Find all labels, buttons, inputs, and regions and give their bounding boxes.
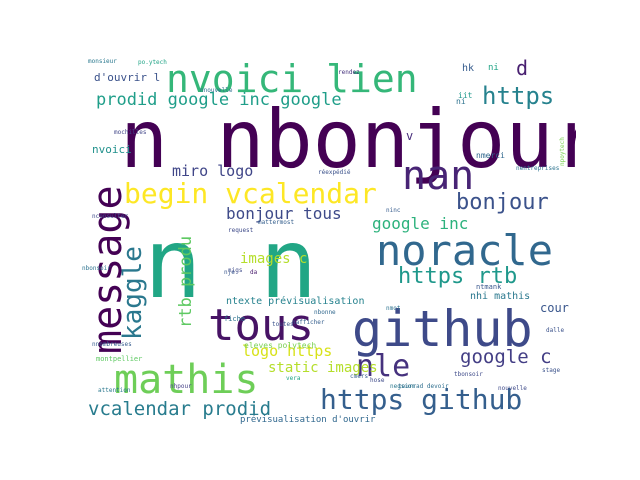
word: bonjour	[456, 190, 549, 215]
word: montpellier	[96, 355, 143, 363]
word: fiche	[224, 315, 246, 323]
word: ntmank	[476, 283, 502, 291]
word: nafficher	[292, 319, 325, 326]
word: cour	[540, 301, 569, 315]
word: https	[482, 82, 555, 110]
word: n n	[144, 208, 318, 320]
word: mathis	[114, 357, 259, 403]
word: tous	[208, 300, 314, 351]
word: ni	[488, 63, 499, 73]
word: n nbonjour	[120, 93, 576, 186]
word: mattermost	[258, 219, 295, 226]
word: ni	[456, 97, 466, 106]
word: nmerci	[476, 151, 505, 160]
word: static images	[268, 360, 378, 376]
word: toutes	[272, 321, 294, 328]
word: mochilles	[114, 129, 147, 136]
word: nouvelle	[498, 385, 527, 392]
word: hose	[370, 377, 385, 384]
word: kaggle	[118, 246, 148, 340]
word: nentreprises	[516, 165, 560, 172]
word: https github	[320, 383, 523, 416]
word: da	[250, 269, 258, 276]
word: nigs	[228, 267, 243, 274]
word-cloud: n nbonjour n n nvoici lien nan noracle g…	[80, 58, 576, 427]
word: stage	[542, 367, 561, 374]
word: bonjour tous	[226, 204, 342, 223]
word: dalle	[546, 327, 565, 334]
word: eleves polytech	[244, 341, 317, 350]
word: tourrad devoir	[398, 383, 449, 390]
word: request	[228, 227, 254, 234]
word: google c	[460, 346, 552, 368]
word: d'ouvrir l	[94, 71, 161, 84]
word: nbonne	[314, 309, 336, 316]
word: nhi mathis	[470, 291, 531, 302]
word: v	[406, 129, 414, 143]
word: nvoici lien	[166, 58, 418, 101]
word: miro logo	[172, 162, 254, 180]
word: nan	[402, 153, 475, 199]
word: vcalendar prodid	[88, 398, 272, 420]
word: begin vcalendar	[124, 177, 377, 210]
word: attention	[98, 387, 131, 394]
word: d	[516, 58, 529, 80]
word: nconsulter	[92, 213, 129, 220]
word: ntexte prévisualisation	[226, 296, 365, 307]
word: https rtb	[398, 264, 518, 289]
word: rtb produ	[176, 235, 196, 328]
word: google inc	[372, 214, 469, 233]
word: nnouvelle	[200, 87, 233, 94]
word: rendez	[338, 69, 360, 76]
word: réexpédié	[318, 169, 351, 176]
word: npoytech	[559, 137, 566, 166]
word: prodid google inc google	[96, 90, 342, 110]
word: monsieur	[88, 58, 117, 65]
word: hk	[462, 63, 475, 74]
word: noracle	[376, 226, 554, 275]
word: vera	[286, 375, 301, 382]
word: nbonsoir	[82, 265, 111, 272]
word: prévisualisation d'ouvrir	[240, 415, 376, 425]
word: nnombreuses	[92, 341, 132, 348]
word: po.ytech	[138, 59, 167, 66]
word: logo https	[242, 342, 333, 360]
word: nje	[224, 269, 235, 276]
word: tbonsoir	[454, 371, 483, 378]
word: nvoici	[92, 143, 132, 156]
word: iit	[458, 91, 473, 100]
word: negsion	[390, 383, 416, 390]
word: ninc	[386, 207, 401, 214]
word: github	[352, 300, 533, 358]
word: nmot	[386, 305, 401, 312]
word: images c	[240, 251, 308, 267]
word: nhpour	[170, 383, 192, 390]
word: cmers	[350, 373, 369, 380]
word: nle	[356, 349, 411, 384]
